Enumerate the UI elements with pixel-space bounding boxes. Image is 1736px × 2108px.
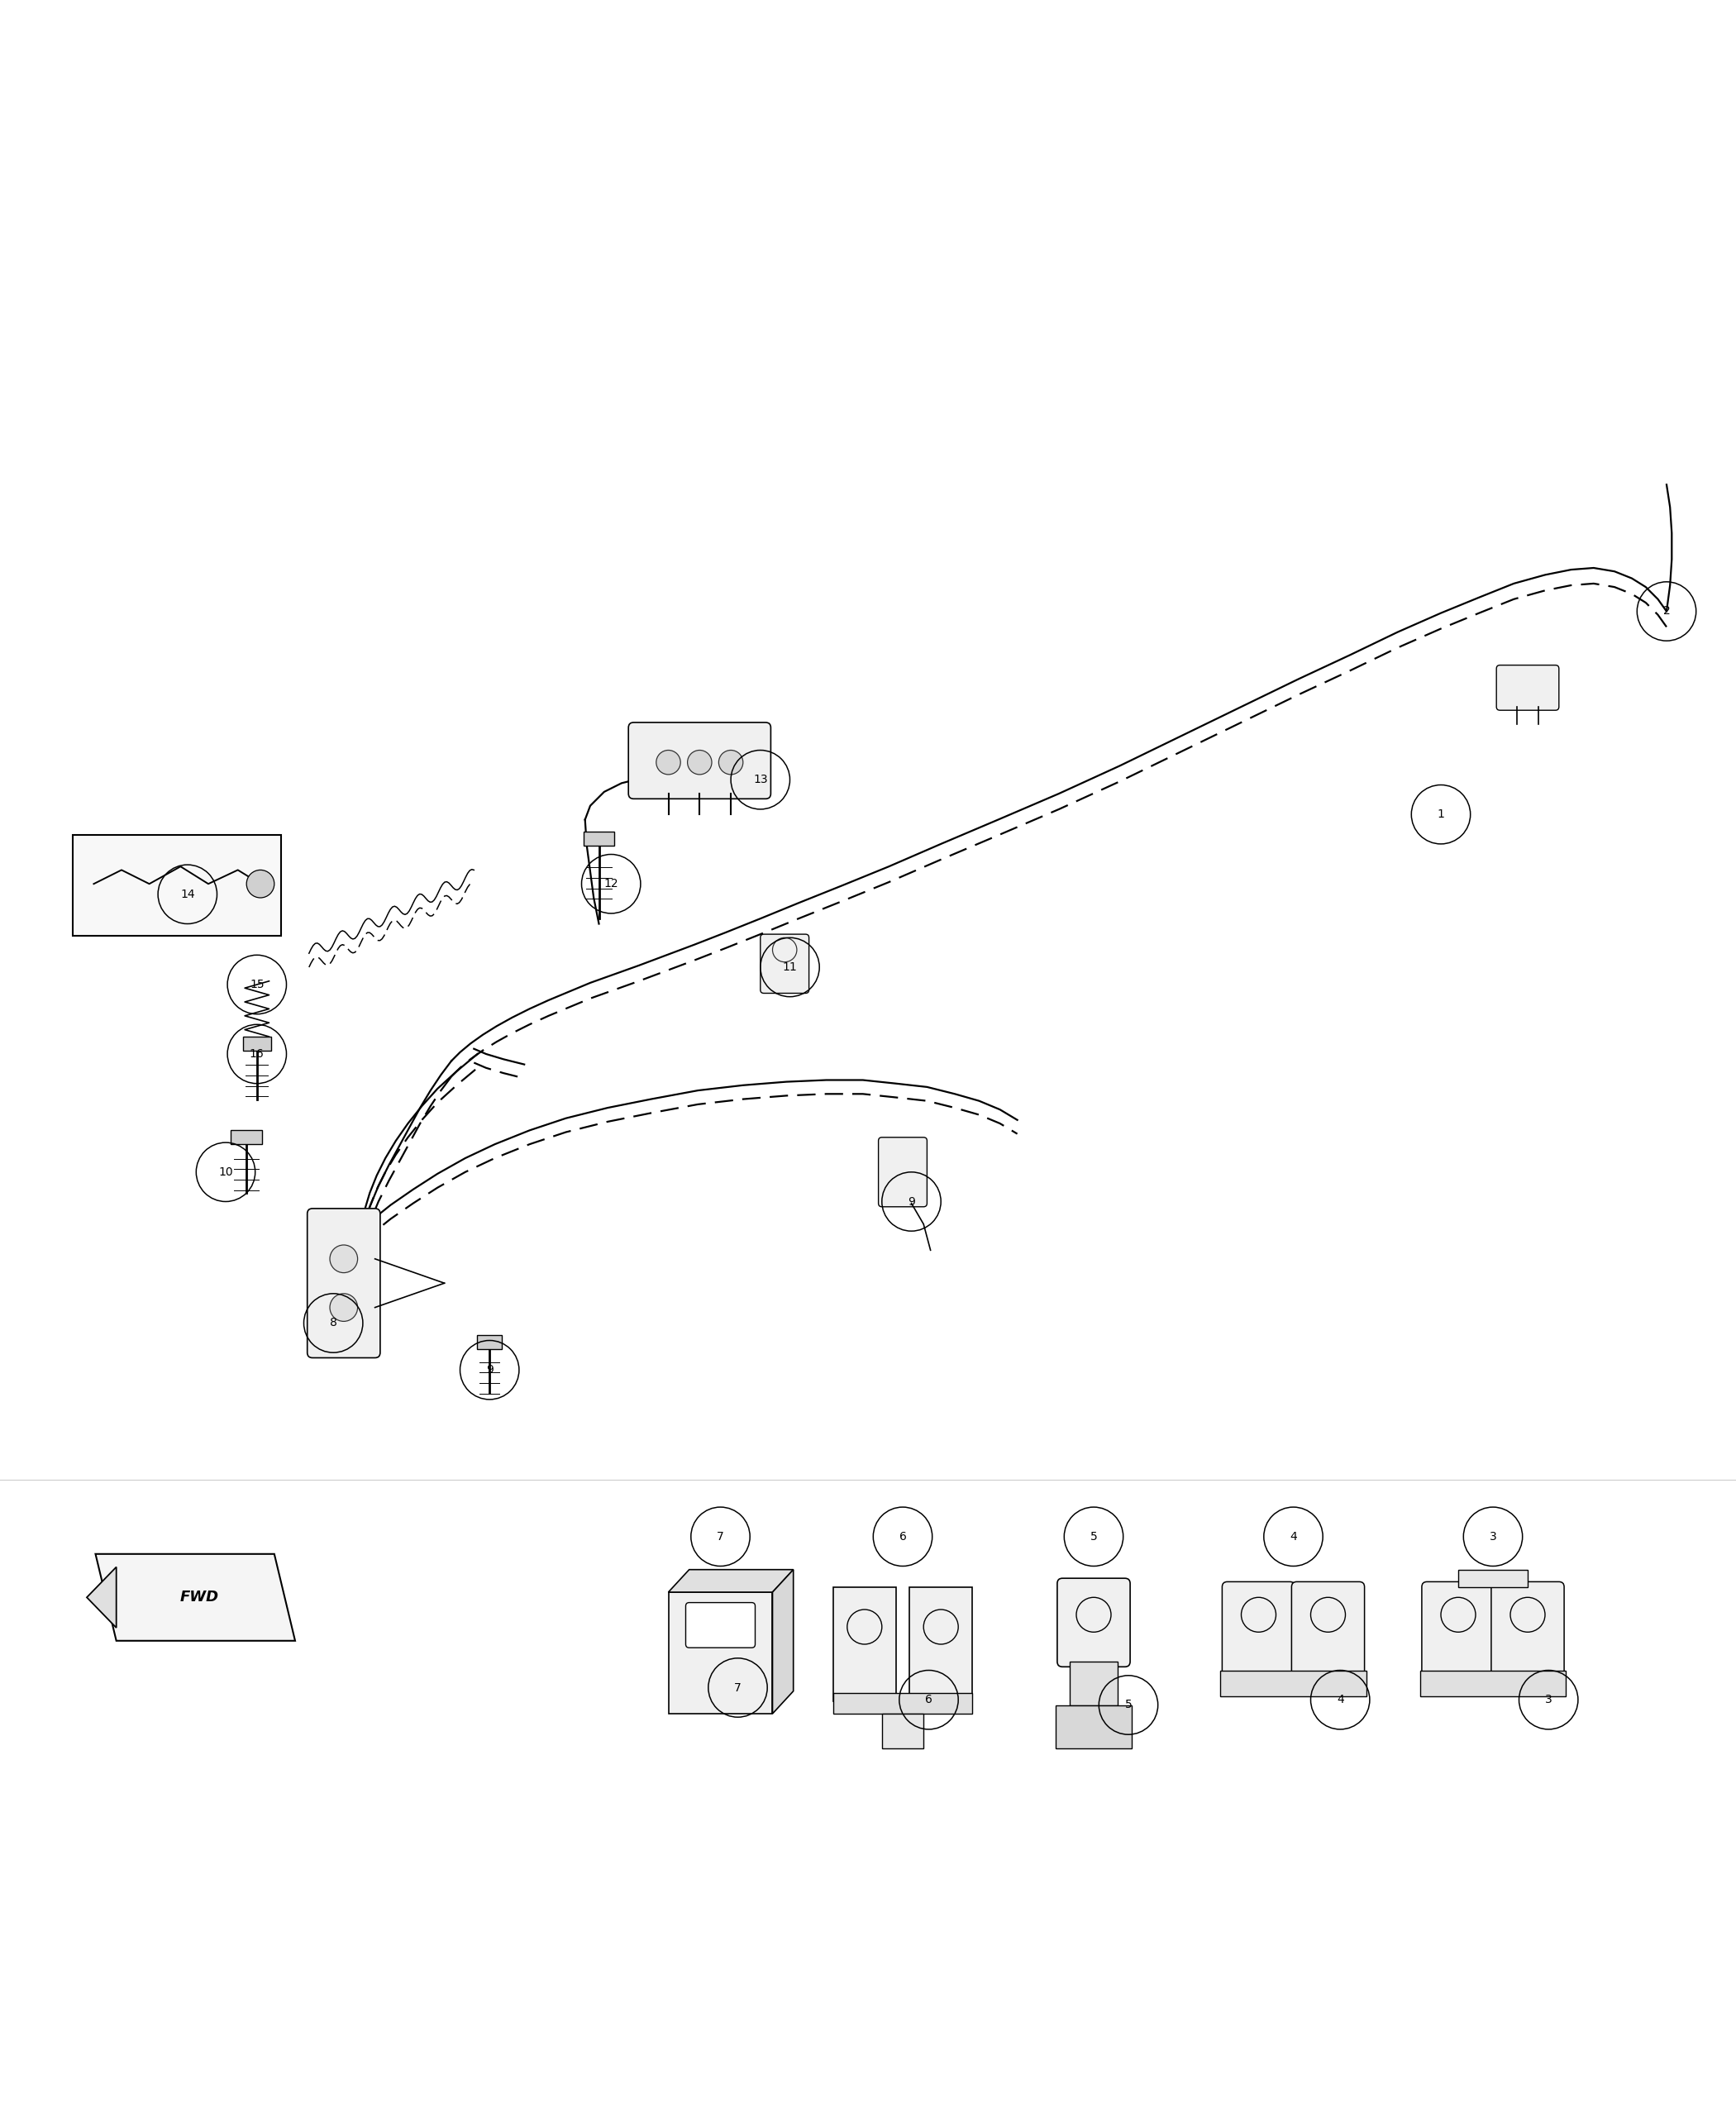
Bar (243, 1037, 271, 1050)
Text: 14: 14 (181, 887, 194, 900)
Text: 8: 8 (330, 1318, 337, 1328)
Text: 13: 13 (753, 774, 767, 786)
FancyBboxPatch shape (307, 1208, 380, 1358)
Bar (477, 1334, 502, 1349)
Bar (1055, 1705, 1132, 1748)
Text: 12: 12 (604, 879, 618, 890)
Bar (833, 1693, 972, 1714)
Text: 7: 7 (734, 1682, 741, 1693)
Text: 3: 3 (1489, 1530, 1496, 1543)
Circle shape (719, 750, 743, 774)
FancyBboxPatch shape (760, 934, 809, 993)
Bar (1420, 1670, 1566, 1697)
Text: 3: 3 (1545, 1695, 1552, 1705)
Bar (1069, 1661, 1118, 1705)
Text: FWD: FWD (181, 1589, 219, 1604)
Polygon shape (773, 1570, 793, 1714)
Text: 4: 4 (1290, 1530, 1297, 1543)
Polygon shape (833, 1587, 896, 1701)
Circle shape (247, 871, 274, 898)
Text: 1: 1 (1437, 809, 1444, 820)
Bar (882, 1714, 924, 1748)
Text: 5: 5 (1090, 1530, 1097, 1543)
FancyBboxPatch shape (628, 723, 771, 799)
Polygon shape (668, 1570, 793, 1592)
Text: 5: 5 (1125, 1699, 1132, 1712)
Polygon shape (668, 1592, 773, 1714)
Text: 9: 9 (486, 1364, 493, 1377)
Bar (583, 833, 615, 845)
FancyBboxPatch shape (1057, 1579, 1130, 1667)
Text: 6: 6 (925, 1695, 932, 1705)
Text: 2: 2 (1663, 605, 1670, 618)
Text: 10: 10 (219, 1166, 233, 1178)
Text: 7: 7 (717, 1530, 724, 1543)
Circle shape (687, 750, 712, 774)
FancyBboxPatch shape (686, 1602, 755, 1648)
Text: 16: 16 (250, 1048, 264, 1060)
FancyBboxPatch shape (1422, 1581, 1495, 1676)
Text: 11: 11 (783, 961, 797, 974)
Circle shape (330, 1246, 358, 1273)
Polygon shape (910, 1587, 972, 1701)
Circle shape (656, 750, 681, 774)
Text: 4: 4 (1337, 1695, 1344, 1705)
FancyBboxPatch shape (1491, 1581, 1564, 1676)
Bar (1220, 1670, 1366, 1697)
Bar (73, 835, 281, 936)
Bar (1458, 1570, 1528, 1587)
Polygon shape (95, 1554, 295, 1640)
Polygon shape (87, 1566, 116, 1627)
FancyBboxPatch shape (878, 1138, 927, 1206)
FancyBboxPatch shape (1222, 1581, 1295, 1676)
Bar (231, 1130, 262, 1145)
Text: 15: 15 (250, 978, 264, 991)
FancyBboxPatch shape (1496, 666, 1559, 710)
FancyBboxPatch shape (1292, 1581, 1364, 1676)
Circle shape (330, 1294, 358, 1322)
Text: 6: 6 (899, 1530, 906, 1543)
Text: 9: 9 (908, 1195, 915, 1208)
